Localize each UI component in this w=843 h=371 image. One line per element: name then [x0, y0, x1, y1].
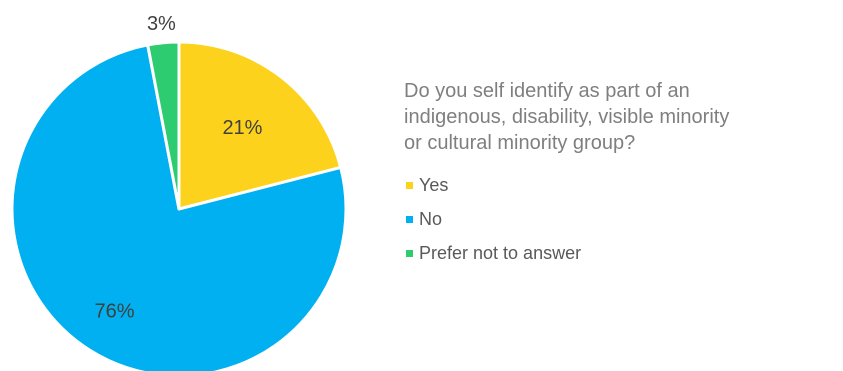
slice-no — [10, 43, 348, 371]
slice-label-prefer-not: 3% — [147, 13, 176, 35]
legend-label-no: No — [419, 208, 443, 229]
slice-label-no: 76% — [95, 301, 135, 323]
slice-label-yes: 21% — [222, 117, 262, 139]
legend-item-prefer-not: Prefer not to answer — [404, 236, 834, 270]
chart-title-line: or cultural minority group? — [404, 132, 636, 154]
slice-prefer-not — [146, 40, 181, 211]
legend-label-prefer-not: Prefer not to answer — [419, 242, 582, 263]
chart-title-line: Do you self identify as part of an — [404, 80, 690, 102]
chart-title-line: indigenous, disability, visible minority — [404, 106, 730, 128]
legend-swatch-prefer-not — [406, 249, 413, 257]
legend-swatch-no — [406, 215, 413, 223]
legend-item-no: No — [404, 202, 834, 236]
slice-yes — [177, 40, 343, 211]
chart-title: Do you self identify as part of an indig… — [404, 78, 834, 156]
legend-swatch-yes — [406, 181, 413, 189]
legend-label-yes: Yes — [419, 174, 449, 195]
legend: Do you self identify as part of an indig… — [404, 78, 834, 270]
legend-item-yes: Yes — [404, 168, 834, 202]
